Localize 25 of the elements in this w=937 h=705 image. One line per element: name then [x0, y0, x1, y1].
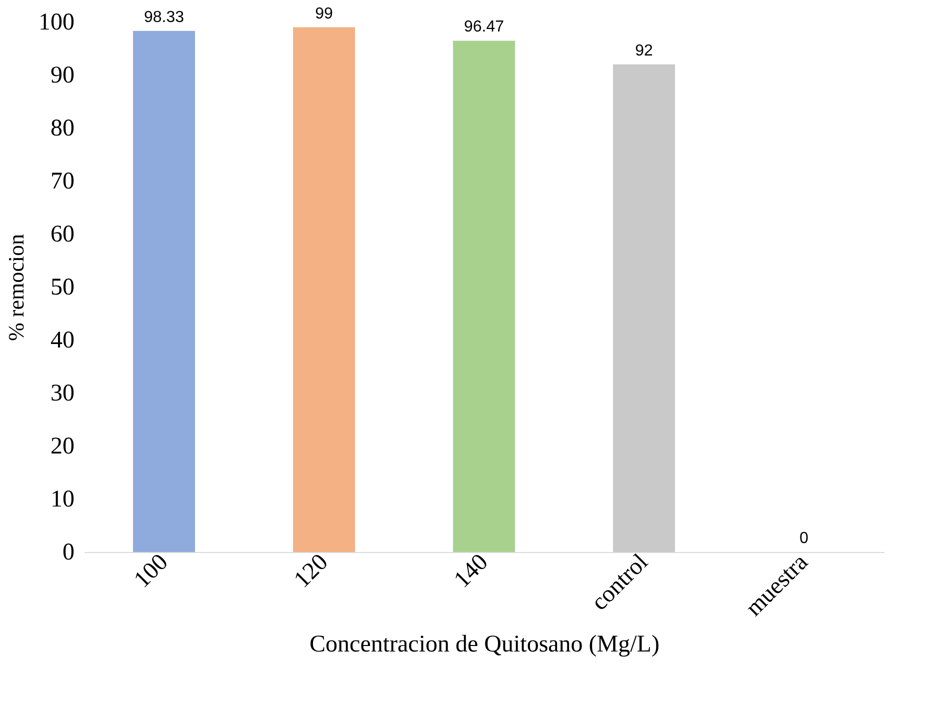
x-tick-label: 100 — [129, 549, 174, 594]
data-label: 92 — [635, 42, 653, 60]
y-tick-label: 70 — [50, 168, 74, 194]
x-axis-title: Concentracion de Quitosano (Mg/L) — [310, 632, 660, 658]
bar — [613, 64, 675, 552]
y-tick-label: 90 — [50, 62, 74, 88]
y-tick-label: 50 — [50, 274, 74, 300]
y-tick-label: 30 — [50, 380, 74, 406]
y-tick-label: 0 — [62, 540, 74, 566]
data-label: 98.33 — [144, 8, 184, 26]
x-tick-label: 120 — [289, 549, 334, 594]
y-tick-label: 60 — [50, 222, 74, 248]
bar — [293, 27, 355, 552]
data-label: 99 — [315, 5, 333, 22]
y-tick-label: 80 — [50, 116, 74, 142]
x-tick-label: 140 — [449, 549, 494, 594]
y-axis-title: % remocion — [4, 234, 28, 341]
y-tick-label: 20 — [50, 434, 74, 460]
y-tick-label: 100 — [38, 10, 74, 36]
data-label: 0 — [800, 530, 809, 547]
data-label: 96.47 — [464, 18, 504, 36]
bar — [453, 40, 515, 552]
y-tick-label: 40 — [50, 328, 74, 354]
y-tick-label: 10 — [50, 486, 74, 512]
bar — [133, 30, 195, 552]
